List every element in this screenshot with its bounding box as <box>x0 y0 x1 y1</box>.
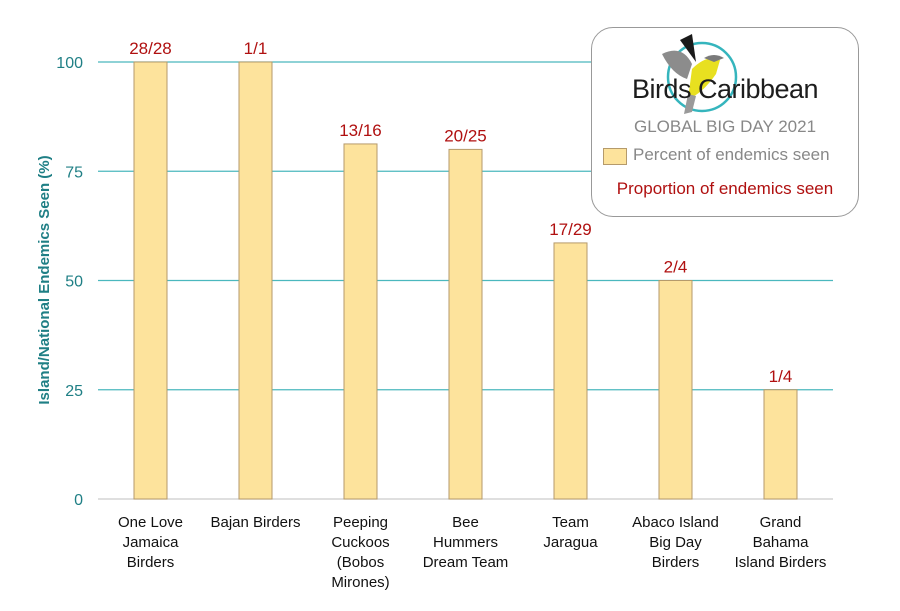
bar <box>133 61 168 500</box>
bar <box>658 280 693 500</box>
legend-box: Birds Caribbean GLOBAL BIG DAY 2021 Perc… <box>591 27 859 217</box>
data-label: 1/1 <box>244 39 268 58</box>
data-label: 17/29 <box>549 220 592 239</box>
x-tick-label: Island Birders <box>735 554 827 571</box>
x-tick-label: Bahama <box>753 534 810 551</box>
x-tick-label: Birders <box>127 554 175 571</box>
birds-caribbean-logo <box>662 34 738 114</box>
data-label: 2/4 <box>664 258 688 277</box>
x-tick-label: Hummers <box>433 534 498 551</box>
bar <box>553 242 588 500</box>
bar <box>763 389 798 500</box>
bar <box>448 148 483 500</box>
y-tick-label: 100 <box>56 55 83 72</box>
x-tick-label: Bee <box>452 514 479 531</box>
x-tick-label: Mirones) <box>331 574 389 591</box>
legend-series-label: Percent of endemics seen <box>633 145 830 164</box>
y-axis-label: Island/National Endemics Seen (%) <box>36 155 53 404</box>
y-tick-label: 75 <box>65 164 83 181</box>
x-tick-label: Bajan Birders <box>210 514 300 531</box>
x-tick-label: (Bobos <box>337 554 385 571</box>
y-tick-label: 25 <box>65 383 83 400</box>
x-tick-label: Jaragua <box>543 534 598 551</box>
x-tick-label: Big Day <box>649 534 702 551</box>
x-tick-label: Birders <box>652 554 700 571</box>
logo-text: Birds Caribbean <box>631 74 819 104</box>
y-tick-label: 0 <box>74 492 83 509</box>
data-label: 28/28 <box>129 39 172 58</box>
x-tick-label: Abaco Island <box>632 514 719 531</box>
x-tick-label: Jamaica <box>123 534 180 551</box>
data-label: 1/4 <box>769 367 793 386</box>
x-tick-label: Team <box>552 514 589 531</box>
legend-label-note: Proportion of endemics seen <box>616 179 834 198</box>
y-tick-label: 50 <box>65 274 83 291</box>
x-tick-label: One Love <box>118 514 183 531</box>
legend-title: GLOBAL BIG DAY 2021 <box>633 117 817 136</box>
legend-swatch <box>603 148 627 165</box>
bar <box>343 143 378 500</box>
bar <box>238 61 273 500</box>
x-tick-label: Dream Team <box>423 554 509 571</box>
x-tick-label: Peeping <box>333 514 388 531</box>
x-tick-label: Grand <box>760 514 802 531</box>
data-label: 13/16 <box>339 121 382 140</box>
x-tick-label: Cuckoos <box>331 534 389 551</box>
data-label: 20/25 <box>444 126 487 145</box>
